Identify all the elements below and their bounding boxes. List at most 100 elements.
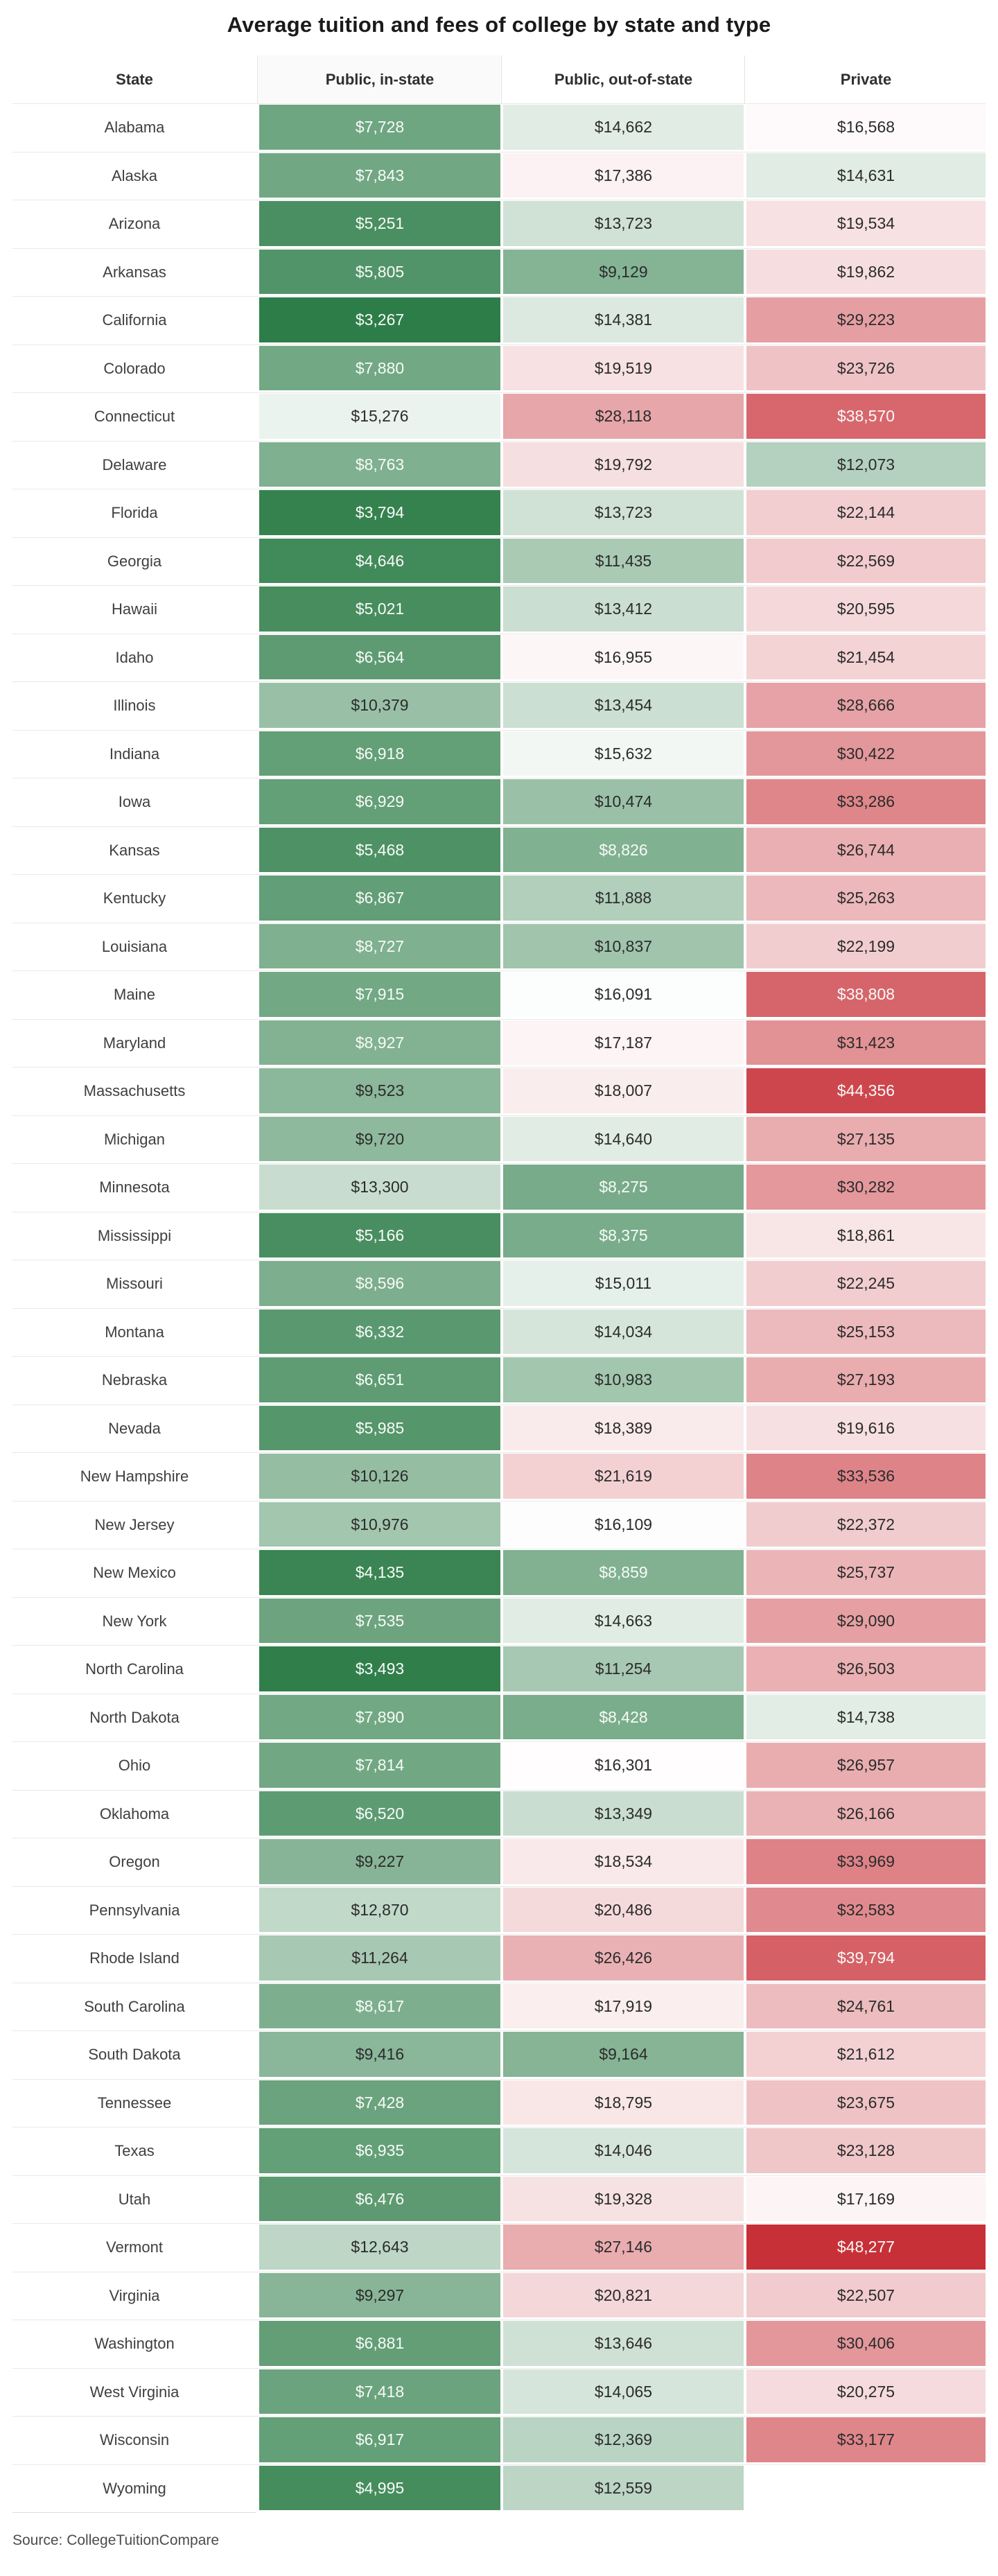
table-row: North Dakota $7,890 $8,428 $14,738 [12, 1693, 986, 1741]
tuition-cell-in-state: $8,727 [259, 923, 500, 968]
table-row: Ohio $7,814 $16,301 $26,957 [12, 1741, 986, 1790]
state-label: Montana [12, 1308, 256, 1356]
table-row: Minnesota $13,300 $8,275 $30,282 [12, 1163, 986, 1212]
table-row: Pennsylvania $12,870 $20,486 $32,583 [12, 1886, 986, 1934]
tuition-cell-in-state: $5,468 [259, 827, 500, 872]
tuition-cell-out-state: $27,146 [503, 2225, 744, 2270]
tuition-cell-out-state: $8,375 [503, 1212, 744, 1257]
state-label: Wyoming [12, 2464, 256, 2512]
state-label: Colorado [12, 345, 256, 392]
tuition-cell-private: $33,286 [746, 779, 986, 824]
table-bottom-rule [12, 2512, 256, 2513]
state-label: North Carolina [12, 1646, 256, 1694]
tuition-cell-out-state: $13,723 [503, 490, 744, 535]
tuition-cell-private: $22,569 [746, 538, 986, 583]
table-row: New York $7,535 $14,663 $29,090 [12, 1596, 986, 1645]
tuition-cell-private: $44,356 [746, 1068, 986, 1113]
tuition-cell-in-state: $3,493 [259, 1646, 500, 1691]
state-label: Minnesota [12, 1164, 256, 1212]
tuition-cell-private: $19,862 [746, 249, 986, 294]
state-label: Alaska [12, 152, 256, 200]
tuition-cell-private: $19,534 [746, 201, 986, 246]
table-row: New Mexico $4,135 $8,859 $25,737 [12, 1549, 986, 1597]
state-label: Indiana [12, 730, 256, 778]
state-label: Hawaii [12, 586, 256, 634]
tuition-cell-in-state: $9,227 [259, 1839, 500, 1884]
tuition-cell-private: $48,277 [746, 2225, 986, 2270]
tuition-cell-private: $32,583 [746, 1887, 986, 1932]
state-label: Oregon [12, 1838, 256, 1886]
table-row: Mississippi $5,166 $8,375 $18,861 [12, 1211, 986, 1260]
tuition-cell-out-state: $10,983 [503, 1357, 744, 1402]
tuition-cell-in-state: $6,332 [259, 1309, 500, 1354]
table-row: New Hampshire $10,126 $21,619 $33,536 [12, 1452, 986, 1501]
tuition-cell-in-state: $7,843 [259, 153, 500, 198]
tuition-cell-in-state: $7,535 [259, 1598, 500, 1643]
tuition-cell-in-state: $8,927 [259, 1020, 500, 1065]
tuition-cell-out-state: $14,065 [503, 2369, 744, 2414]
tuition-cell-private: $29,090 [746, 1598, 986, 1643]
tuition-cell-in-state: $6,935 [259, 2128, 500, 2173]
tuition-cell-out-state: $15,011 [503, 1261, 744, 1306]
tuition-cell-private: $23,675 [746, 2080, 986, 2125]
table-row: Kansas $5,468 $8,826 $26,744 [12, 826, 986, 874]
state-label: New York [12, 1597, 256, 1645]
tuition-cell-private: $28,666 [746, 683, 986, 728]
tuition-cell-private: $27,135 [746, 1116, 986, 1161]
table-row: Oregon $9,227 $18,534 $33,969 [12, 1838, 986, 1886]
tuition-cell-out-state: $8,428 [503, 1694, 744, 1739]
tuition-cell-in-state: $4,646 [259, 538, 500, 583]
tuition-cell-in-state: $5,805 [259, 249, 500, 294]
tuition-cell-out-state: $20,821 [503, 2272, 744, 2317]
table-header-row: State Public, in-state Public, out-of-st… [12, 55, 986, 103]
tuition-cell-in-state: $9,297 [259, 2272, 500, 2317]
tuition-cell-out-state: $13,412 [503, 586, 744, 632]
state-label: Rhode Island [12, 1935, 256, 1983]
table-row: Tennessee $7,428 $18,795 $23,675 [12, 2078, 986, 2127]
tuition-cell-private: $16,568 [746, 105, 986, 150]
column-header-public-in-state: Public, in-state [257, 55, 500, 103]
tuition-cell-out-state: $18,007 [503, 1068, 744, 1113]
tuition-cell-out-state: $8,275 [503, 1165, 744, 1210]
table-row: Michigan $9,720 $14,640 $27,135 [12, 1115, 986, 1163]
state-label: Florida [12, 489, 256, 537]
state-label: Michigan [12, 1115, 256, 1163]
tuition-cell-private: $25,153 [746, 1309, 986, 1354]
tuition-cell-out-state: $9,129 [503, 249, 744, 294]
tuition-cell-in-state: $7,728 [259, 105, 500, 150]
state-label: Ohio [12, 1742, 256, 1790]
tuition-cell-in-state: $12,870 [259, 1887, 500, 1932]
tuition-cell-private [746, 2465, 986, 2510]
tuition-cell-private: $26,503 [746, 1646, 986, 1691]
table-row: Rhode Island $11,264 $26,426 $39,794 [12, 1934, 986, 1983]
state-label: Oklahoma [12, 1790, 256, 1838]
tuition-cell-in-state: $7,915 [259, 972, 500, 1017]
tuition-cell-private: $14,738 [746, 1694, 986, 1739]
tuition-cell-out-state: $14,046 [503, 2128, 744, 2173]
tuition-cell-private: $21,454 [746, 634, 986, 679]
table-row: Georgia $4,646 $11,435 $22,569 [12, 537, 986, 585]
state-label: New Jersey [12, 1501, 256, 1549]
state-label: South Dakota [12, 2031, 256, 2079]
state-label: South Carolina [12, 1983, 256, 2030]
state-label: West Virginia [12, 2368, 256, 2416]
table-row: North Carolina $3,493 $11,254 $26,503 [12, 1645, 986, 1694]
tuition-cell-private: $22,372 [746, 1502, 986, 1547]
state-label: Massachusetts [12, 1068, 256, 1115]
tuition-cell-out-state: $13,723 [503, 201, 744, 246]
tuition-cell-private: $20,275 [746, 2369, 986, 2414]
tuition-cell-in-state: $6,917 [259, 2417, 500, 2462]
state-label: Delaware [12, 441, 256, 489]
table-body: Alabama $7,728 $14,662 $16,568 Alaska $7,843 $… [12, 103, 986, 2512]
tuition-cell-private: $19,616 [746, 1405, 986, 1450]
table-row: California $3,267 $14,381 $29,223 [12, 296, 986, 345]
tuition-cell-private: $29,223 [746, 297, 986, 342]
state-label: Idaho [12, 634, 256, 681]
tuition-cell-in-state: $5,251 [259, 201, 500, 246]
table-row: South Carolina $8,617 $17,919 $24,761 [12, 1982, 986, 2030]
table-row: New Jersey $10,976 $16,109 $22,372 [12, 1500, 986, 1549]
tuition-cell-in-state: $7,418 [259, 2369, 500, 2414]
tuition-cell-private: $30,282 [746, 1165, 986, 1210]
tuition-cell-out-state: $11,254 [503, 1646, 744, 1691]
